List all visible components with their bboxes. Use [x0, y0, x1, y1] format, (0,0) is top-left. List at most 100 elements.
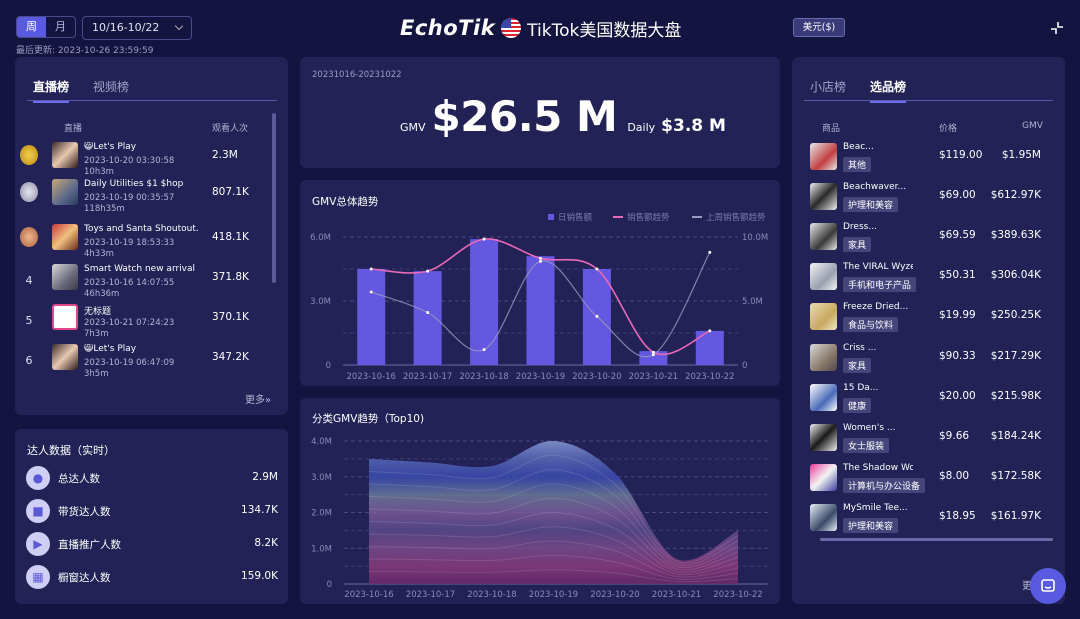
products-more-link[interactable]: 更	[1022, 581, 1032, 592]
stream-views: 371.8K	[212, 271, 249, 283]
x-tick: 2023-10-17	[403, 372, 452, 382]
product-row[interactable]: The VIRAL Wyze ... 手机和电子产品 $50.31 $306.04K	[806, 260, 1046, 300]
product-row[interactable]: Dress... 家具 $69.59 $389.63K	[806, 220, 1046, 260]
product-price: $90.33	[939, 349, 976, 362]
product-row[interactable]: 15 Da... 健康 $20.00 $215.98K	[806, 381, 1046, 421]
live-more-link[interactable]: 更多»	[245, 395, 272, 406]
tab-live[interactable]: 直播榜	[33, 78, 70, 103]
y-right-tick: 0	[742, 361, 747, 371]
fullscreen-icon[interactable]	[1050, 20, 1064, 34]
stream-views: 2.3M	[212, 149, 238, 161]
product-price: $20.00	[939, 389, 976, 402]
legend-bar-label: 日销售额	[558, 212, 593, 223]
x-tick: 2023-10-18	[467, 590, 516, 600]
y-left-tick: 0	[326, 361, 331, 371]
product-image	[810, 263, 837, 291]
x-tick: 2023-10-16	[344, 590, 393, 600]
product-row[interactable]: Women's ... 女士服装 $9.66 $184.24K	[806, 421, 1046, 461]
product-row[interactable]: Beac... 其他 $119.00 $1.95M	[806, 140, 1046, 180]
stream-thumbnail	[52, 344, 78, 370]
live-list-scrollbar[interactable]	[272, 113, 276, 283]
x-tick: 2023-10-21	[652, 590, 701, 600]
stat-label: 直播推广人数	[58, 539, 121, 551]
live-row[interactable]: 6 😸Let's Play 2023-10-19 06:47:09 3h5m 3…	[20, 344, 260, 380]
category-stream-area	[369, 440, 738, 584]
creator-stats-title: 达人数据（实时）	[27, 444, 115, 457]
x-tick: 2023-10-21	[629, 372, 678, 382]
chat-button[interactable]	[1030, 568, 1066, 604]
point-last-week	[426, 311, 430, 315]
product-price: $19.99	[939, 309, 976, 322]
live-row[interactable]: 😸Let's Play 2023-10-20 03:30:58 10h3m 2.…	[20, 142, 260, 178]
product-row[interactable]: MySmile Tee... 护理和美容 $18.95 $161.97K	[806, 501, 1046, 541]
product-tabs: 小店榜 选品榜	[810, 78, 907, 103]
point-trend	[369, 267, 373, 271]
date-range-select[interactable]: 10/16-10/22	[82, 16, 192, 40]
col-gmv-header: GMV	[1022, 121, 1043, 131]
x-tick: 2023-10-16	[347, 372, 396, 382]
products-scrollbar[interactable]	[820, 538, 1053, 541]
gmv-value: $26.5 M	[431, 92, 618, 141]
category-band-edge	[368, 554, 739, 580]
period-month-tab[interactable]: 月	[55, 20, 66, 33]
live-row[interactable]: Daily Utilities $1 $hop 2023-10-19 00:35…	[20, 179, 260, 215]
product-name: The VIRAL Wyze ...	[843, 262, 913, 273]
tab-products[interactable]: 选品榜	[870, 78, 907, 103]
product-row[interactable]: Beachwaver... 护理和美容 $69.00 $612.97K	[806, 180, 1046, 220]
tab-shops[interactable]: 小店榜	[810, 80, 847, 94]
live-tab-divider	[27, 100, 277, 101]
product-name: Women's ...	[843, 422, 896, 433]
stream-thumbnail	[52, 224, 78, 250]
stream-name: 无标题	[84, 307, 112, 317]
y-tick: 4.0M	[311, 437, 332, 447]
storefront-icon: ▦	[26, 565, 50, 589]
video-icon: ▶	[26, 532, 50, 556]
point-last-week	[482, 348, 486, 352]
last-update-text: 最后更新: 2023-10-26 23:59:59	[16, 46, 154, 56]
product-name: 15 Da...	[843, 382, 879, 393]
point-last-week	[369, 290, 373, 294]
stream-views: 347.2K	[212, 351, 249, 363]
flame-icon: ●	[26, 466, 50, 490]
stream-name: 😸Let's Play	[84, 142, 137, 152]
echotik-logo: EchoTik	[400, 16, 496, 40]
legend-lastweek-label: 上周销售额趋势	[706, 212, 766, 223]
product-price: $69.00	[939, 189, 976, 202]
live-row[interactable]: 5 无标题 2023-10-21 07:24:23 7h3m 370.1K	[20, 304, 260, 340]
live-row[interactable]: 4 Smart Watch new arrival 2023-10-16 14:…	[20, 264, 260, 300]
currency-button[interactable]: 美元($)	[793, 18, 845, 37]
product-image	[810, 183, 837, 211]
chat-icon	[1041, 579, 1055, 592]
product-price: $18.95	[939, 509, 976, 522]
product-price: $119.00	[939, 149, 983, 161]
x-tick: 2023-10-22	[713, 590, 762, 600]
category-tag: 计算机与办公设备	[843, 477, 926, 493]
product-row[interactable]: The Shadow Work J... 计算机与办公设备 $8.00 $172.58…	[806, 461, 1046, 501]
stream-meta: 2023-10-16 14:07:55 46h36m	[84, 278, 175, 299]
stream-meta: 2023-10-20 03:30:58 10h3m	[84, 156, 175, 177]
stat-showcase-creators: ▦ 橱窗达人数 159.0K	[26, 565, 278, 591]
product-image	[810, 423, 837, 451]
stream-meta: 2023-10-19 18:53:33 4h33m	[84, 238, 175, 259]
product-gmv: $250.25K	[990, 309, 1041, 322]
gmv-summary-line: GMV $26.5 M Daily $3.8 M	[400, 92, 726, 141]
stat-value: 134.7K	[241, 504, 278, 516]
product-row[interactable]: Freeze Dried... 食品与饮料 $19.99 $250.25K	[806, 300, 1046, 340]
stream-thumbnail	[52, 264, 78, 290]
product-gmv: $612.97K	[990, 189, 1041, 202]
product-row[interactable]: Criss ... 家具 $90.33 $217.29K	[806, 341, 1046, 381]
y-left-tick: 6.0M	[310, 233, 331, 243]
col-views-header: 观看人次	[212, 124, 249, 134]
product-price: $50.31	[939, 269, 976, 282]
live-tabs: 直播榜 视频榜	[33, 78, 129, 103]
category-tag: 家具	[843, 237, 872, 253]
date-range-value: 10/16-10/22	[92, 21, 160, 34]
y-left-tick: 3.0M	[310, 297, 331, 307]
y-right-tick: 10.0M	[742, 233, 768, 243]
product-image	[810, 303, 837, 331]
tab-video[interactable]: 视频榜	[93, 80, 130, 94]
stat-total-creators: ● 总达人数 2.9M	[26, 466, 278, 492]
stream-thumbnail	[52, 304, 78, 330]
period-week-tab[interactable]: 周	[17, 17, 46, 37]
live-row[interactable]: Toys and Santa Shoutout... 2023-10-19 18…	[20, 224, 260, 260]
